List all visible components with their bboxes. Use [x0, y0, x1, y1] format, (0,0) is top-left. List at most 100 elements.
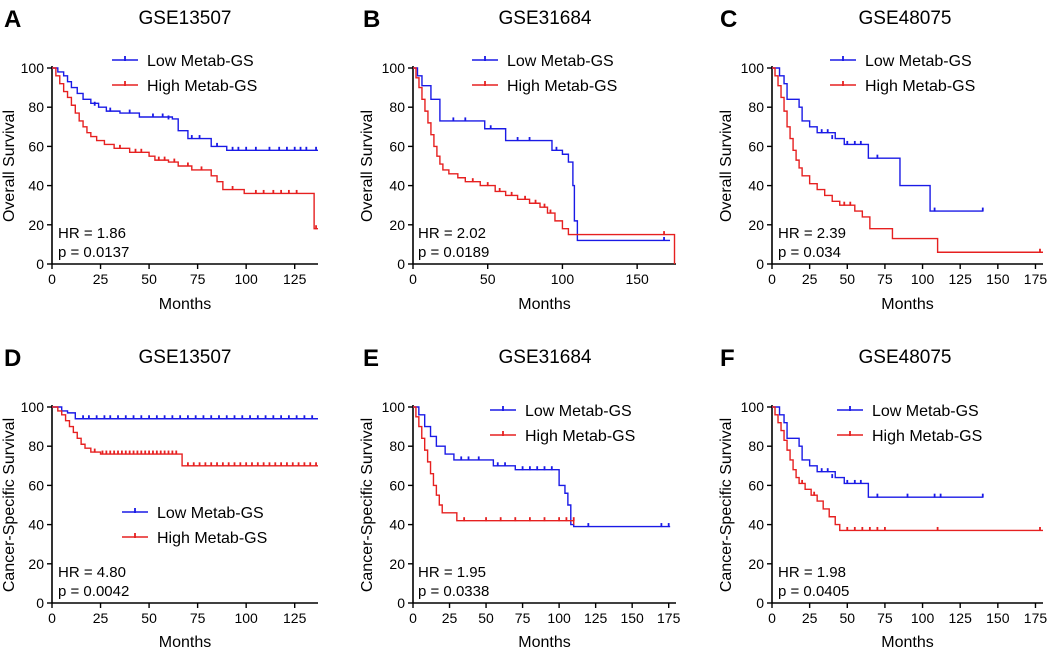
- y-tick-label: 0: [397, 595, 405, 611]
- x-tick-label: 0: [48, 610, 56, 626]
- y-tick-label: 60: [748, 477, 764, 493]
- x-tick-label: 125: [283, 610, 307, 626]
- y-axis-label: Cancer-Specific Survival: [718, 418, 735, 592]
- y-tick-label: 100: [382, 60, 406, 76]
- panel-c: C GSE48075 0 20 40 60 80 100 0 25 50 75 100 125 150 175…: [718, 6, 1047, 313]
- panel-letter: E: [363, 345, 379, 372]
- x-tick-label: 50: [480, 271, 496, 287]
- y-tick-label: 100: [21, 399, 45, 415]
- x-tick-label: 75: [515, 610, 531, 626]
- y-tick-label: 0: [397, 256, 405, 272]
- panel-letter: D: [4, 345, 21, 372]
- panel-letter: A: [4, 6, 21, 33]
- x-tick-label: 50: [141, 610, 157, 626]
- x-tick-label: 0: [409, 271, 417, 287]
- x-tick-label: 100: [547, 610, 571, 626]
- series-low-metab-gs: [52, 67, 318, 152]
- hazard-ratio-text: HR = 1.98: [778, 564, 846, 581]
- y-tick-label: 100: [741, 399, 765, 415]
- p-value-text: p = 0.034: [778, 244, 841, 261]
- x-tick-label: 125: [949, 271, 973, 287]
- survival-curve: [52, 406, 318, 420]
- hazard-ratio-text: HR = 4.80: [58, 564, 126, 581]
- series-low-metab-gs: [413, 67, 671, 242]
- y-tick-label: 0: [756, 595, 764, 611]
- series-high-metab-gs: [413, 406, 575, 525]
- series-low-metab-gs: [52, 406, 318, 420]
- series-high-metab-gs: [52, 67, 318, 230]
- legend-label: High Metab-GS: [507, 78, 617, 95]
- panel-b: B GSE31684 0 20 40 60 80 100 0 50 100 150 Months Over…: [359, 6, 676, 313]
- y-tick-label: 100: [382, 399, 406, 415]
- y-tick-label: 60: [748, 138, 764, 154]
- x-tick-label: 125: [949, 610, 973, 626]
- legend-label: Low Metab-GS: [525, 403, 632, 420]
- x-tick-label: 150: [986, 271, 1010, 287]
- x-tick-label: 100: [551, 271, 575, 287]
- x-axis-label: Months: [518, 296, 570, 313]
- hazard-ratio-text: HR = 1.86: [58, 225, 126, 242]
- legend: Low Metab-GS High Metab-GS: [472, 53, 617, 95]
- y-tick-label: 40: [748, 178, 764, 194]
- y-tick-label: 20: [748, 556, 764, 572]
- y-tick-label: 80: [748, 438, 764, 454]
- survival-curve: [413, 406, 671, 528]
- y-tick-label: 0: [36, 595, 44, 611]
- y-axis-label: Overall Survival: [1, 110, 18, 222]
- y-tick-label: 40: [28, 517, 44, 533]
- x-tick-label: 25: [802, 610, 818, 626]
- x-tick-label: 50: [839, 610, 855, 626]
- x-tick-label: 175: [1024, 271, 1048, 287]
- y-axis-label: Cancer-Specific Survival: [359, 418, 376, 592]
- series-low-metab-gs: [772, 67, 984, 212]
- x-tick-label: 100: [234, 271, 258, 287]
- panel-f: F GSE48075 0 20 40 60 80 100 0 25 50 75 100 125 150 175…: [718, 345, 1047, 651]
- y-tick-label: 100: [21, 60, 45, 76]
- panel-letter: C: [720, 6, 737, 33]
- chart-title: GSE48075: [859, 347, 952, 368]
- survival-curve: [52, 67, 318, 230]
- legend-label: Low Metab-GS: [507, 53, 614, 70]
- series-low-metab-gs: [772, 406, 984, 498]
- y-tick-label: 100: [741, 60, 765, 76]
- chart-title: GSE31684: [499, 8, 592, 29]
- p-value-text: p = 0.0042: [58, 583, 129, 600]
- x-tick-label: 25: [93, 271, 109, 287]
- y-tick-label: 80: [28, 438, 44, 454]
- legend: Low Metab-GS High Metab-GS: [122, 505, 267, 547]
- x-axis-label: Months: [881, 296, 933, 313]
- survival-curve: [52, 67, 318, 152]
- x-tick-label: 150: [986, 610, 1010, 626]
- x-axis-label: Months: [159, 634, 211, 651]
- legend: Low Metab-GS High Metab-GS: [112, 53, 257, 95]
- hazard-ratio-text: HR = 2.02: [418, 225, 486, 242]
- y-axis-label: Overall Survival: [359, 110, 376, 222]
- y-tick-label: 40: [389, 178, 405, 194]
- panel-e: E GSE31684 0 20 40 60 80 100 0 25 50 75 100 125 150 175…: [359, 345, 681, 651]
- p-value-text: p = 0.0137: [58, 244, 129, 261]
- legend-label: High Metab-GS: [525, 428, 635, 445]
- x-tick-label: 50: [839, 271, 855, 287]
- x-tick-label: 125: [283, 271, 307, 287]
- x-tick-label: 50: [478, 610, 494, 626]
- legend-label: Low Metab-GS: [147, 53, 254, 70]
- y-tick-label: 60: [389, 477, 405, 493]
- p-value-text: p = 0.0189: [418, 244, 489, 261]
- survival-curve: [413, 67, 676, 264]
- x-tick-label: 0: [768, 271, 776, 287]
- hazard-ratio-text: HR = 1.95: [418, 564, 486, 581]
- chart-title: GSE13507: [139, 8, 232, 29]
- series-high-metab-gs: [772, 406, 1043, 532]
- x-axis-label: Months: [518, 634, 570, 651]
- legend-label: Low Metab-GS: [865, 53, 972, 70]
- legend-label: Low Metab-GS: [872, 403, 979, 420]
- p-value-text: p = 0.0405: [778, 583, 849, 600]
- p-value-text: p = 0.0338: [418, 583, 489, 600]
- x-tick-label: 0: [48, 271, 56, 287]
- x-tick-label: 75: [190, 271, 206, 287]
- legend-label: High Metab-GS: [147, 78, 257, 95]
- x-tick-label: 100: [911, 610, 935, 626]
- y-tick-label: 60: [28, 477, 44, 493]
- x-tick-label: 75: [877, 610, 893, 626]
